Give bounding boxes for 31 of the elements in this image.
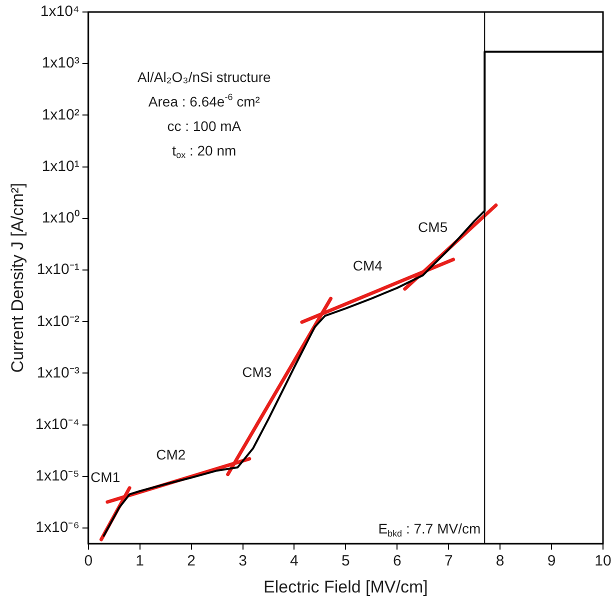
series-label: CM3 — [242, 364, 272, 380]
y-tick-label: 1x10⁻³ — [36, 364, 80, 382]
y-axis-title: Current Density J [A/cm²] — [8, 182, 27, 373]
x-axis-title: Electric Field [MV/cm] — [264, 577, 428, 596]
y-tick-label: 1x10⁰ — [42, 210, 80, 227]
x-tick-label: 0 — [84, 552, 93, 570]
annotation: cc : 100 mA — [167, 118, 242, 134]
y-tick-label: 1x10⁴ — [40, 3, 80, 20]
y-tick-label: 1x10⁻⁵ — [36, 468, 80, 485]
x-tick-label: 1 — [136, 552, 144, 570]
x-tick-label: 2 — [187, 552, 196, 570]
x-tick-label: 5 — [342, 552, 350, 570]
y-tick-label: 1x10⁻¹ — [36, 261, 80, 278]
y-tick-label: 1x10³ — [42, 54, 80, 72]
x-tick-label: 4 — [290, 552, 298, 570]
x-tick-label: 9 — [547, 552, 556, 570]
x-tick-label: 8 — [496, 552, 504, 570]
x-tick-label: 7 — [444, 552, 453, 570]
y-tick-label: 1x10² — [42, 106, 80, 124]
y-tick-label: 1x10⁻⁶ — [36, 519, 80, 536]
x-tick-label: 6 — [392, 552, 402, 570]
series-label: CM5 — [418, 218, 448, 235]
y-tick-label: 1x10¹ — [42, 158, 80, 175]
series-label: CM1 — [90, 468, 120, 485]
annotation: Al/Al₂O₃/nSi structure — [138, 68, 272, 85]
series-label: CM4 — [352, 258, 383, 274]
x-tick-label: 10 — [594, 552, 612, 570]
x-tick-label: 3 — [238, 552, 247, 570]
y-tick-label: 1x10⁻² — [36, 312, 80, 330]
y-tick-label: 1x10⁻⁴ — [35, 416, 80, 433]
series-label: CM2 — [156, 446, 186, 462]
